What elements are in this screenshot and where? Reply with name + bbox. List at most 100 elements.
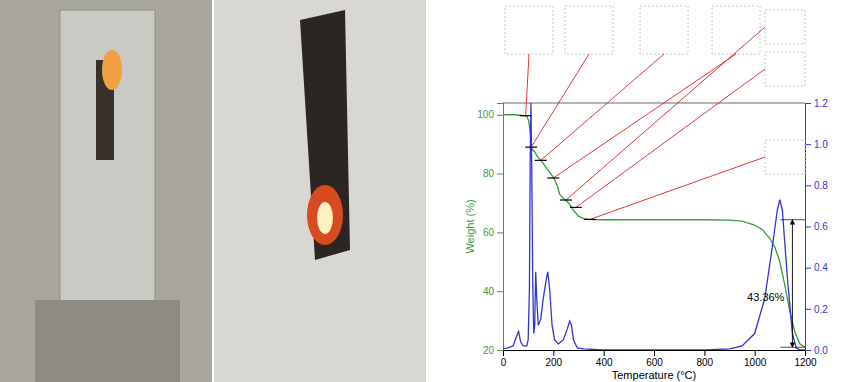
step-marker (547, 177, 559, 178)
structure-icon (765, 52, 805, 86)
tick: 1.2 (805, 98, 828, 109)
tick-mark (805, 144, 811, 145)
tick-mark (805, 268, 811, 269)
tick: 200 (545, 350, 562, 368)
leader-line (526, 54, 529, 116)
flame-core (317, 202, 333, 234)
photo-right (214, 0, 426, 382)
tick-label: 200 (545, 357, 562, 368)
structure-annotations (505, 6, 805, 219)
mass-loss-annotation: 43.36% (747, 220, 805, 347)
column-base (35, 300, 180, 382)
axis-line (504, 351, 806, 357)
x-axis-title: Temperature (°C) (612, 369, 696, 381)
tick: 40 (483, 286, 503, 297)
tick: 60 (483, 227, 503, 238)
charred-specimen (300, 10, 350, 260)
step-marker (535, 160, 547, 161)
tick-mark (755, 350, 756, 356)
tick-mark (805, 309, 811, 310)
photos (0, 0, 426, 382)
tick: 1000 (744, 350, 767, 368)
structure-icon (765, 10, 805, 44)
flame (102, 50, 122, 90)
photo-left (0, 0, 212, 382)
series-line (503, 103, 805, 350)
leader-line (576, 69, 765, 207)
tick: 20 (483, 345, 503, 356)
tick: 100 (477, 109, 503, 120)
tick-mark (654, 350, 655, 356)
tick-mark (497, 350, 503, 351)
structure-icon (565, 6, 613, 54)
tick-label: 0.0 (814, 345, 828, 356)
tick: 0.4 (805, 262, 828, 273)
structure-icon (640, 6, 688, 54)
tick-mark (805, 227, 811, 228)
tick-label: 100 (477, 109, 494, 120)
step-marker (520, 115, 532, 116)
axis-line (497, 104, 504, 351)
tick-label: 1000 (744, 357, 767, 368)
glass-column (60, 10, 155, 310)
tick-label: 400 (596, 357, 613, 368)
tick-mark (805, 350, 811, 351)
axis-line (806, 104, 812, 351)
leader-line (590, 157, 765, 219)
y-axis-title: Weight (%) (464, 199, 476, 253)
annotation-text: 43.36% (747, 291, 785, 303)
tick: 400 (596, 350, 613, 368)
tick-label: 0.2 (814, 304, 828, 315)
tick-mark (497, 232, 503, 233)
tick-mark (704, 350, 705, 356)
tick: 600 (646, 350, 663, 368)
tick: 0 (501, 350, 507, 368)
tick-label: 0.6 (814, 221, 828, 232)
mass-loss-arrow (792, 220, 793, 347)
structure-icon (765, 140, 805, 174)
series-line (503, 115, 805, 347)
y2-axis: 0.0 0.2 0.4 0.6 0.8 1.0 1.2 (805, 98, 828, 356)
step-marker (525, 147, 537, 148)
leader-line (531, 54, 589, 147)
step-marker (584, 219, 596, 220)
tick-label: 80 (483, 168, 495, 179)
tick-label: 1200 (794, 357, 817, 368)
tick-mark (497, 115, 503, 116)
tick: 0.6 (805, 221, 828, 232)
tick: 800 (696, 350, 713, 368)
tick-mark (805, 185, 811, 186)
tick: 0.2 (805, 304, 828, 315)
flame (307, 185, 343, 245)
tick-mark (497, 174, 503, 175)
tick-label: 600 (646, 357, 663, 368)
tick-mark (604, 350, 605, 356)
x-axis: 0 200 400 600 800 1000 1200 (501, 350, 817, 368)
tick-label: 60 (483, 227, 495, 238)
structure-icon (505, 6, 553, 54)
tick-label: 1.0 (814, 139, 828, 150)
tick: 80 (483, 168, 503, 179)
figure: 020040060080010001200204060801000.00.20.… (0, 0, 848, 382)
tick-label: 1.2 (814, 98, 828, 109)
tick: 1.0 (805, 139, 828, 150)
y-axis: 20 40 60 80 100 (477, 104, 503, 356)
leader-line (553, 54, 736, 178)
tick-label: 0 (501, 357, 507, 368)
tick-label: 0.4 (814, 262, 828, 273)
tick-label: 0.8 (814, 180, 828, 191)
tick: 0.8 (805, 180, 828, 191)
structure-icon (712, 6, 760, 54)
plot-frame (503, 103, 805, 104)
tick-mark (497, 291, 503, 292)
leader-line (566, 27, 765, 200)
tick: 0.0 (805, 345, 828, 356)
tick-label: 40 (483, 286, 495, 297)
step-marker (560, 199, 572, 200)
tick-mark (553, 350, 554, 356)
tick-mark (805, 103, 811, 104)
step-marker (570, 207, 582, 208)
plot-area (503, 103, 805, 350)
tick-label: 20 (483, 345, 495, 356)
tick-label: 800 (696, 357, 713, 368)
